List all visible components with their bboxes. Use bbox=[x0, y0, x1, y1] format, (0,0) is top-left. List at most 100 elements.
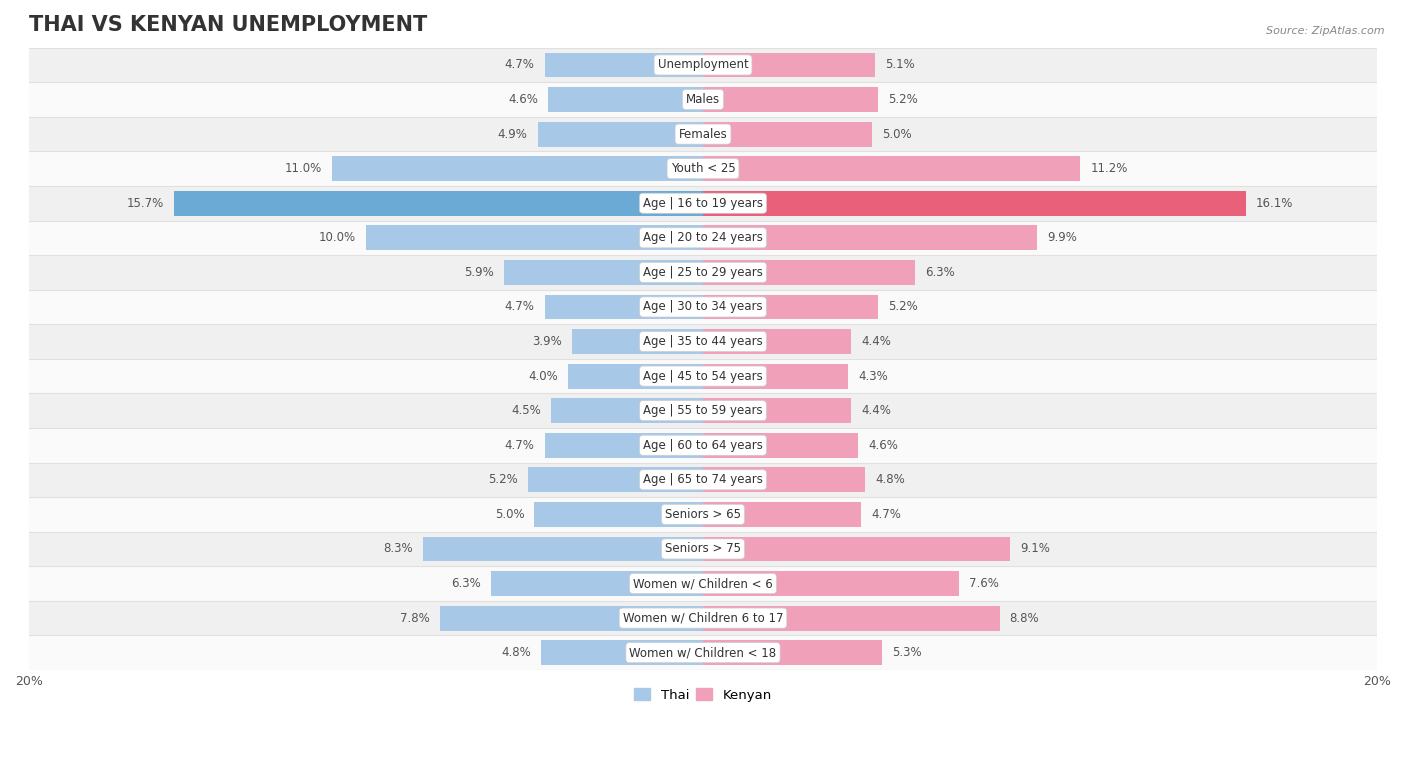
Text: Age | 60 to 64 years: Age | 60 to 64 years bbox=[643, 439, 763, 452]
Bar bbox=[538, 122, 703, 147]
Bar bbox=[703, 294, 879, 319]
FancyBboxPatch shape bbox=[30, 290, 1376, 324]
Text: 15.7%: 15.7% bbox=[127, 197, 163, 210]
FancyBboxPatch shape bbox=[30, 255, 1376, 290]
Bar bbox=[527, 467, 703, 492]
FancyBboxPatch shape bbox=[30, 428, 1376, 463]
Text: THAI VS KENYAN UNEMPLOYMENT: THAI VS KENYAN UNEMPLOYMENT bbox=[30, 15, 427, 35]
Bar bbox=[703, 52, 875, 77]
Text: 5.1%: 5.1% bbox=[884, 58, 915, 71]
Text: 3.9%: 3.9% bbox=[531, 335, 561, 348]
Text: 5.2%: 5.2% bbox=[488, 473, 517, 486]
Legend: Thai, Kenyan: Thai, Kenyan bbox=[628, 683, 778, 707]
FancyBboxPatch shape bbox=[30, 220, 1376, 255]
Text: 4.6%: 4.6% bbox=[868, 439, 898, 452]
Bar bbox=[703, 433, 858, 458]
Text: 4.7%: 4.7% bbox=[505, 439, 534, 452]
FancyBboxPatch shape bbox=[30, 635, 1376, 670]
Text: Males: Males bbox=[686, 93, 720, 106]
Text: 7.6%: 7.6% bbox=[969, 577, 1000, 590]
Bar bbox=[703, 571, 959, 596]
Text: 4.0%: 4.0% bbox=[529, 369, 558, 382]
Text: Age | 25 to 29 years: Age | 25 to 29 years bbox=[643, 266, 763, 279]
Bar bbox=[703, 191, 1246, 216]
Bar bbox=[551, 398, 703, 423]
Bar bbox=[703, 398, 851, 423]
Text: 4.8%: 4.8% bbox=[875, 473, 904, 486]
Bar bbox=[423, 537, 703, 562]
Bar bbox=[332, 156, 703, 181]
Text: Youth < 25: Youth < 25 bbox=[671, 162, 735, 175]
Text: Age | 55 to 59 years: Age | 55 to 59 years bbox=[643, 404, 763, 417]
Text: Age | 20 to 24 years: Age | 20 to 24 years bbox=[643, 232, 763, 245]
Bar bbox=[703, 260, 915, 285]
Text: 11.2%: 11.2% bbox=[1091, 162, 1128, 175]
Text: Age | 45 to 54 years: Age | 45 to 54 years bbox=[643, 369, 763, 382]
FancyBboxPatch shape bbox=[30, 324, 1376, 359]
Text: 4.4%: 4.4% bbox=[862, 335, 891, 348]
FancyBboxPatch shape bbox=[30, 394, 1376, 428]
Text: Women w/ Children < 6: Women w/ Children < 6 bbox=[633, 577, 773, 590]
Text: Seniors > 75: Seniors > 75 bbox=[665, 543, 741, 556]
Bar bbox=[572, 329, 703, 354]
FancyBboxPatch shape bbox=[30, 566, 1376, 601]
Text: Unemployment: Unemployment bbox=[658, 58, 748, 71]
Bar bbox=[568, 363, 703, 388]
FancyBboxPatch shape bbox=[30, 531, 1376, 566]
Text: 9.1%: 9.1% bbox=[1019, 543, 1050, 556]
Text: Source: ZipAtlas.com: Source: ZipAtlas.com bbox=[1267, 26, 1385, 36]
Text: 6.3%: 6.3% bbox=[451, 577, 481, 590]
Bar bbox=[548, 87, 703, 112]
Bar bbox=[703, 363, 848, 388]
FancyBboxPatch shape bbox=[30, 48, 1376, 83]
Bar bbox=[544, 294, 703, 319]
Text: 4.5%: 4.5% bbox=[512, 404, 541, 417]
Text: Females: Females bbox=[679, 128, 727, 141]
Text: 8.8%: 8.8% bbox=[1010, 612, 1039, 625]
Text: 16.1%: 16.1% bbox=[1256, 197, 1294, 210]
Text: 5.9%: 5.9% bbox=[464, 266, 494, 279]
Bar bbox=[703, 537, 1010, 562]
Bar bbox=[366, 226, 703, 251]
Text: 4.4%: 4.4% bbox=[862, 404, 891, 417]
Text: 4.7%: 4.7% bbox=[872, 508, 901, 521]
FancyBboxPatch shape bbox=[30, 83, 1376, 117]
Text: 11.0%: 11.0% bbox=[285, 162, 322, 175]
FancyBboxPatch shape bbox=[30, 601, 1376, 635]
Text: 5.0%: 5.0% bbox=[882, 128, 911, 141]
Bar bbox=[703, 87, 879, 112]
Bar bbox=[440, 606, 703, 631]
Text: 8.3%: 8.3% bbox=[384, 543, 413, 556]
Bar bbox=[703, 226, 1036, 251]
Text: 5.2%: 5.2% bbox=[889, 301, 918, 313]
Bar bbox=[491, 571, 703, 596]
Bar bbox=[534, 502, 703, 527]
Text: Women w/ Children < 18: Women w/ Children < 18 bbox=[630, 646, 776, 659]
Bar bbox=[703, 156, 1080, 181]
Text: Women w/ Children 6 to 17: Women w/ Children 6 to 17 bbox=[623, 612, 783, 625]
Bar bbox=[703, 467, 865, 492]
Bar bbox=[544, 433, 703, 458]
Text: 4.8%: 4.8% bbox=[502, 646, 531, 659]
FancyBboxPatch shape bbox=[30, 463, 1376, 497]
Text: 4.3%: 4.3% bbox=[858, 369, 887, 382]
Bar bbox=[703, 329, 851, 354]
FancyBboxPatch shape bbox=[30, 497, 1376, 531]
FancyBboxPatch shape bbox=[30, 151, 1376, 186]
Text: 9.9%: 9.9% bbox=[1047, 232, 1077, 245]
FancyBboxPatch shape bbox=[30, 359, 1376, 394]
Text: 4.7%: 4.7% bbox=[505, 301, 534, 313]
Bar bbox=[174, 191, 703, 216]
Text: 7.8%: 7.8% bbox=[401, 612, 430, 625]
Text: 4.7%: 4.7% bbox=[505, 58, 534, 71]
Text: Age | 35 to 44 years: Age | 35 to 44 years bbox=[643, 335, 763, 348]
Bar bbox=[541, 640, 703, 665]
FancyBboxPatch shape bbox=[30, 186, 1376, 220]
Text: Age | 30 to 34 years: Age | 30 to 34 years bbox=[643, 301, 763, 313]
Text: 6.3%: 6.3% bbox=[925, 266, 955, 279]
Bar bbox=[544, 52, 703, 77]
Bar bbox=[703, 606, 1000, 631]
Text: Age | 16 to 19 years: Age | 16 to 19 years bbox=[643, 197, 763, 210]
Text: 10.0%: 10.0% bbox=[319, 232, 356, 245]
Text: 5.0%: 5.0% bbox=[495, 508, 524, 521]
